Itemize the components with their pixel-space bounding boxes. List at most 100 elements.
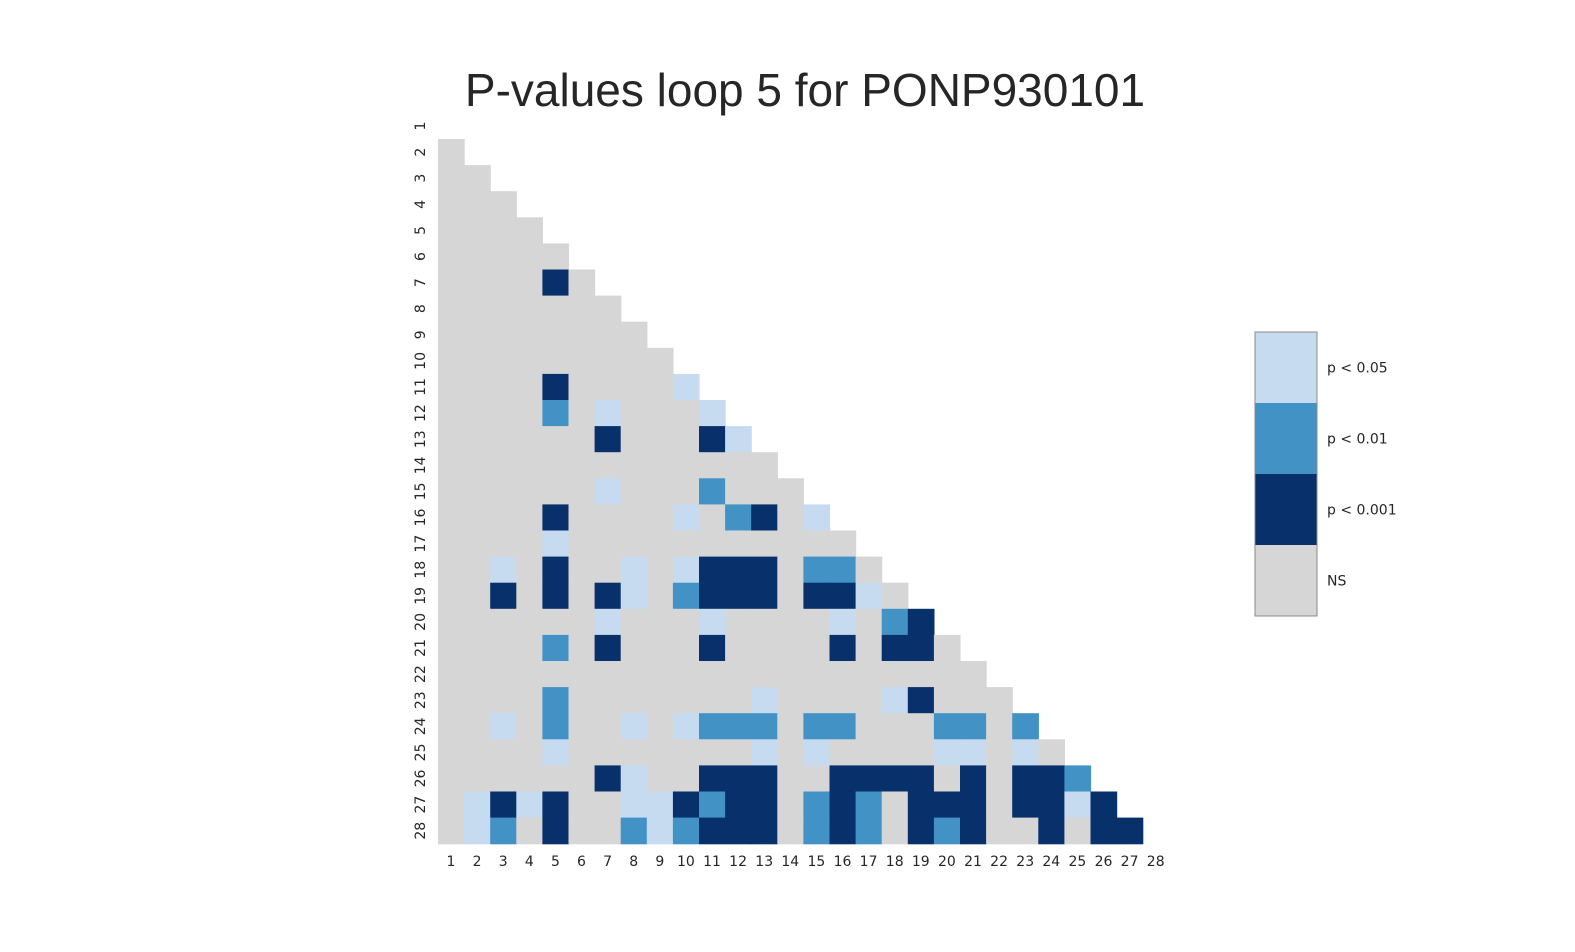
heatmap-cell-r26-c9 xyxy=(646,765,674,793)
x-tick-label: 3 xyxy=(499,854,508,870)
y-tick-label: 19 xyxy=(413,587,429,605)
heatmap-cell-r14-c12 xyxy=(725,452,752,479)
heatmap-cell-r20-c14 xyxy=(777,608,804,636)
x-tick-label: 14 xyxy=(781,854,799,870)
heatmap-cell-r18-c11 xyxy=(699,556,726,584)
heatmap-cell-r26-c19 xyxy=(907,765,935,793)
heatmap-cell-r17-c11 xyxy=(699,530,726,558)
heatmap-cell-r23-c3 xyxy=(490,687,517,714)
heatmap-cell-r15-c1 xyxy=(438,478,465,505)
heatmap-cell-r18-c4 xyxy=(516,556,543,584)
heatmap-cell-r15-c14 xyxy=(777,478,804,505)
heatmap-cell-r11-c4 xyxy=(516,373,543,401)
heatmap-cell-r16-c15 xyxy=(803,504,831,532)
heatmap-cell-r16-c2 xyxy=(464,504,491,532)
heatmap-cell-r19-c12 xyxy=(725,582,752,610)
heatmap-cell-r8-c6 xyxy=(568,295,596,323)
heatmap-cell-r25-c15 xyxy=(803,739,831,766)
heatmap-cell-r23-c13 xyxy=(751,687,778,714)
heatmap-cell-r12-c1 xyxy=(438,400,465,427)
heatmap-cell-r10-c2 xyxy=(464,347,491,375)
heatmap-cell-r26-c15 xyxy=(803,765,831,793)
heatmap-cell-r25-c20 xyxy=(933,739,961,766)
heatmap-cell-r20-c11 xyxy=(699,608,726,636)
heatmap-cell-r26-c13 xyxy=(751,765,778,793)
x-tick-label: 19 xyxy=(912,854,930,870)
legend-label: p < 0.01 xyxy=(1327,432,1388,448)
heatmap-cell-r7-c2 xyxy=(464,269,491,297)
heatmap-cell-r2-c1 xyxy=(438,139,465,166)
heatmap-cell-r16-c1 xyxy=(438,504,465,532)
heatmap-cell-r25-c6 xyxy=(568,739,596,766)
legend-border xyxy=(1254,331,1318,617)
heatmap-cell-r22-c16 xyxy=(829,661,857,688)
heatmap-cell-r25-c24 xyxy=(1038,739,1065,766)
heatmap-cell-r25-c11 xyxy=(699,739,726,766)
heatmap-cell-r26-c21 xyxy=(960,765,987,793)
heatmap-cell-r10-c7 xyxy=(594,347,622,375)
heatmap-cell-r18-c7 xyxy=(594,556,622,584)
heatmap-cell-r16-c4 xyxy=(516,504,543,532)
heatmap-cell-r24-c7 xyxy=(594,713,622,740)
x-tick-label: 25 xyxy=(1068,854,1086,870)
heatmap-cell-r20-c16 xyxy=(829,608,857,636)
heatmap-cell-r27-c21 xyxy=(960,791,987,819)
heatmap-cell-r19-c14 xyxy=(777,582,804,610)
heatmap-cell-r13-c12 xyxy=(725,426,752,453)
heatmap-cell-r23-c9 xyxy=(646,687,674,714)
heatmap-cell-r13-c4 xyxy=(516,426,543,453)
heatmap-cell-r27-c22 xyxy=(986,791,1013,819)
heatmap-cell-r19-c5 xyxy=(542,582,570,610)
heatmap-cell-r22-c20 xyxy=(933,661,961,688)
heatmap-cell-r10-c9 xyxy=(646,347,674,375)
x-tick-label: 6 xyxy=(577,854,586,870)
heatmap-cell-r26-c6 xyxy=(568,765,596,793)
heatmap-cell-r17-c10 xyxy=(672,530,700,558)
heatmap-cell-r28-c11 xyxy=(699,817,726,845)
heatmap-cell-r10-c4 xyxy=(516,347,543,375)
heatmap-cell-r28-c27 xyxy=(1116,817,1144,845)
heatmap-cell-r25-c12 xyxy=(725,739,752,766)
heatmap-cell-r12-c7 xyxy=(594,400,622,427)
heatmap-cell-r23-c5 xyxy=(542,687,570,714)
heatmap-cell-r13-c8 xyxy=(620,426,648,453)
x-tick-label: 15 xyxy=(807,854,825,870)
y-tick-label: 24 xyxy=(413,717,429,735)
heatmap-cell-r15-c6 xyxy=(568,478,596,505)
y-tick-label: 10 xyxy=(413,352,429,370)
heatmap-cell-r22-c6 xyxy=(568,661,596,688)
heatmap-cell-r6-c3 xyxy=(490,243,517,271)
y-tick-label: 18 xyxy=(413,561,429,579)
heatmap-cell-r5-c3 xyxy=(490,217,517,244)
heatmap-cell-r21-c6 xyxy=(568,634,596,662)
heatmap-cell-r27-c25 xyxy=(1064,791,1092,819)
heatmap-cell-r25-c2 xyxy=(464,739,491,766)
heatmap-cell-r11-c10 xyxy=(672,373,700,401)
heatmap-cell-r21-c18 xyxy=(881,634,909,662)
heatmap-cell-r28-c2 xyxy=(464,817,491,845)
heatmap-cell-r26-c3 xyxy=(490,765,517,793)
heatmap-cell-r28-c3 xyxy=(490,817,517,845)
heatmap-cell-r15-c8 xyxy=(620,478,648,505)
heatmap-cell-r21-c7 xyxy=(594,634,622,662)
heatmap-cell-r13-c11 xyxy=(699,426,726,453)
heatmap-cell-r13-c3 xyxy=(490,426,517,453)
heatmap-cell-r24-c14 xyxy=(777,713,804,740)
heatmap-cell-r16-c9 xyxy=(646,504,674,532)
heatmap-cell-r7-c3 xyxy=(490,269,517,297)
x-tick-label: 18 xyxy=(886,854,904,870)
heatmap-cell-r12-c3 xyxy=(490,400,517,427)
legend-label: p < 0.05 xyxy=(1327,361,1388,377)
x-tick-label: 23 xyxy=(1016,854,1034,870)
y-tick-label: 5 xyxy=(413,226,429,235)
heatmap-cell-r13-c5 xyxy=(542,426,570,453)
heatmap-cell-r21-c8 xyxy=(620,634,648,662)
heatmap-cell-r21-c1 xyxy=(438,634,465,662)
heatmap-cell-r15-c9 xyxy=(646,478,674,505)
x-tick-label: 21 xyxy=(964,854,982,870)
heatmap-cell-r28-c13 xyxy=(751,817,778,845)
heatmap-cell-r6-c5 xyxy=(542,243,570,271)
heatmap-cell-r25-c19 xyxy=(907,739,935,766)
heatmap-cell-r19-c13 xyxy=(751,582,778,610)
x-tick-label: 2 xyxy=(473,854,482,870)
